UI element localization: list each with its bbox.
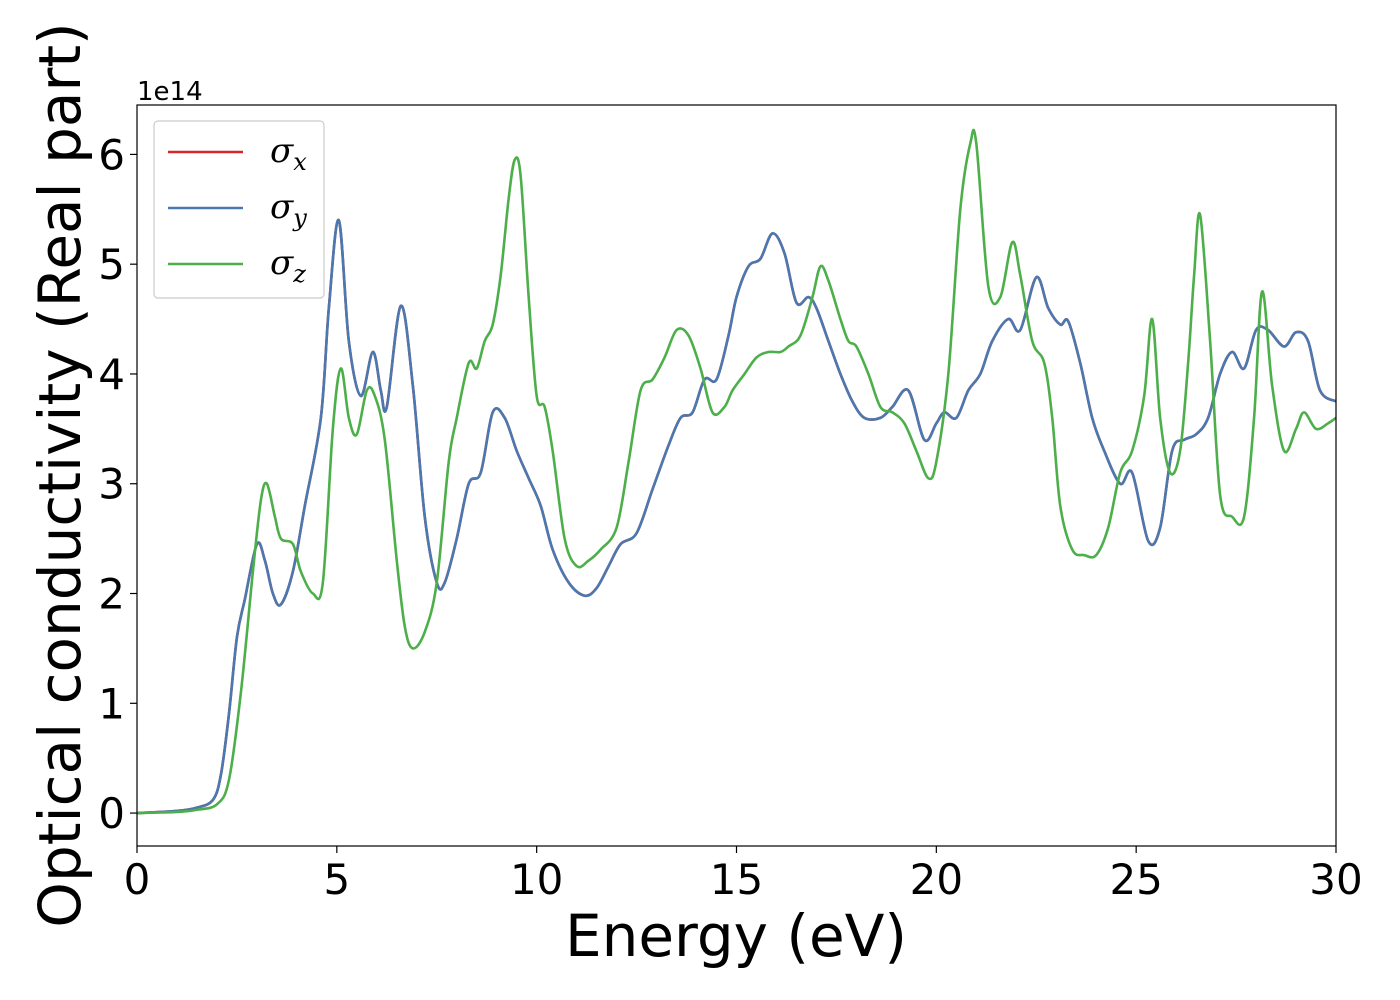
x-tick-label: 5 — [323, 855, 350, 904]
legend-label-y: σy — [270, 187, 307, 232]
y-axis-title: Optical conductivity (Real part) — [26, 22, 94, 927]
y-tick-label: 4 — [98, 350, 125, 399]
x-axis-title: Energy (eV) — [565, 902, 907, 970]
series-layer — [137, 128, 1336, 815]
legend-label-z: σz — [270, 243, 306, 288]
legend: σx σy σz — [153, 120, 325, 299]
x-tick-label: 30 — [1309, 855, 1362, 904]
x-tick-label: 25 — [1109, 855, 1162, 904]
y-tick-label: 5 — [98, 240, 125, 289]
x-tick-label: 15 — [710, 855, 763, 904]
y-tick-label: 6 — [98, 130, 125, 179]
y-tick-label: 0 — [98, 789, 125, 838]
y-offset-label: 1e14 — [137, 77, 203, 107]
x-tick-label: 0 — [124, 855, 151, 904]
legend-box — [153, 120, 325, 299]
legend-entries: σx σy σz — [168, 131, 307, 288]
series-line-σy — [137, 218, 1336, 815]
y-tick-label: 3 — [98, 460, 125, 509]
y-tick-label: 1 — [98, 679, 125, 728]
y-axis-ticks: 0 1 2 3 4 5 6 — [98, 130, 137, 838]
x-axis-ticks: 0 5 10 15 20 25 30 — [124, 846, 1363, 904]
x-tick-label: 20 — [910, 855, 963, 904]
series-line-σz — [137, 128, 1336, 815]
x-tick-label: 10 — [510, 855, 563, 904]
legend-label-x: σx — [270, 131, 307, 176]
y-tick-label: 2 — [98, 570, 125, 619]
